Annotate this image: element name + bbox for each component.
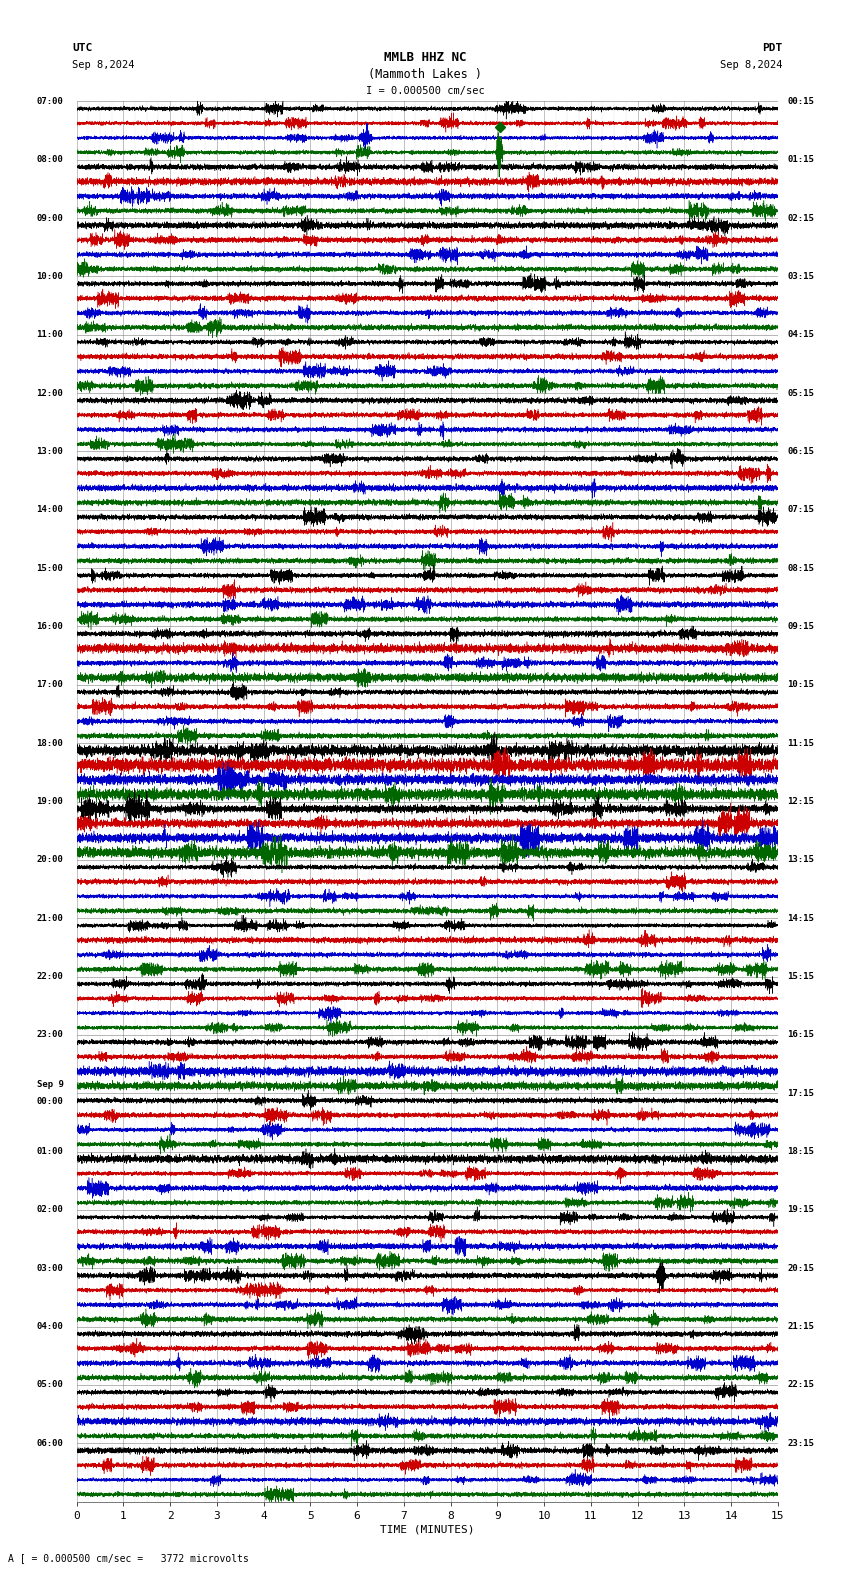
Text: 11:00: 11:00 <box>37 329 64 339</box>
Text: 17:15: 17:15 <box>787 1088 814 1098</box>
Text: I = 0.000500 cm/sec: I = 0.000500 cm/sec <box>366 86 484 95</box>
Text: 15:00: 15:00 <box>37 564 64 573</box>
Text: 16:15: 16:15 <box>787 1030 814 1039</box>
Text: 19:15: 19:15 <box>787 1205 814 1215</box>
Text: 22:00: 22:00 <box>37 973 64 980</box>
Text: 15:15: 15:15 <box>787 973 814 980</box>
Text: 06:00: 06:00 <box>37 1438 64 1448</box>
Text: MMLB HHZ NC: MMLB HHZ NC <box>383 51 467 63</box>
Text: 09:15: 09:15 <box>787 623 814 630</box>
Text: 02:15: 02:15 <box>787 214 814 223</box>
Text: 20:15: 20:15 <box>787 1264 814 1274</box>
Text: A [ = 0.000500 cm/sec =   3772 microvolts: A [ = 0.000500 cm/sec = 3772 microvolts <box>8 1554 249 1563</box>
Text: 03:00: 03:00 <box>37 1264 64 1274</box>
Text: 00:15: 00:15 <box>787 97 814 106</box>
Text: PDT: PDT <box>762 43 782 52</box>
Text: 13:00: 13:00 <box>37 447 64 456</box>
Text: 11:15: 11:15 <box>787 738 814 748</box>
Text: 21:15: 21:15 <box>787 1323 814 1331</box>
Text: 20:00: 20:00 <box>37 855 64 865</box>
Text: 23:00: 23:00 <box>37 1030 64 1039</box>
Text: 09:00: 09:00 <box>37 214 64 223</box>
Text: 23:15: 23:15 <box>787 1438 814 1448</box>
Text: 08:00: 08:00 <box>37 155 64 165</box>
Text: Sep 8,2024: Sep 8,2024 <box>719 60 782 70</box>
Text: 04:00: 04:00 <box>37 1323 64 1331</box>
Text: 05:00: 05:00 <box>37 1380 64 1389</box>
Text: 04:15: 04:15 <box>787 329 814 339</box>
Text: 12:00: 12:00 <box>37 388 64 398</box>
Text: 01:15: 01:15 <box>787 155 814 165</box>
Text: Sep 9: Sep 9 <box>37 1080 64 1088</box>
Text: 10:15: 10:15 <box>787 680 814 689</box>
Text: 13:15: 13:15 <box>787 855 814 865</box>
Text: (Mammoth Lakes ): (Mammoth Lakes ) <box>368 68 482 81</box>
Text: 07:00: 07:00 <box>37 97 64 106</box>
Text: 00:00: 00:00 <box>37 1098 64 1107</box>
Text: 03:15: 03:15 <box>787 272 814 280</box>
Text: 08:15: 08:15 <box>787 564 814 573</box>
Text: 07:15: 07:15 <box>787 505 814 515</box>
Text: 14:15: 14:15 <box>787 914 814 923</box>
Text: 01:00: 01:00 <box>37 1147 64 1156</box>
Text: 18:00: 18:00 <box>37 738 64 748</box>
Text: 12:15: 12:15 <box>787 797 814 806</box>
Text: Sep 8,2024: Sep 8,2024 <box>72 60 135 70</box>
Text: 17:00: 17:00 <box>37 680 64 689</box>
Text: 05:15: 05:15 <box>787 388 814 398</box>
Text: 18:15: 18:15 <box>787 1147 814 1156</box>
X-axis label: TIME (MINUTES): TIME (MINUTES) <box>380 1525 474 1535</box>
Text: 19:00: 19:00 <box>37 797 64 806</box>
Text: 21:00: 21:00 <box>37 914 64 923</box>
Text: 22:15: 22:15 <box>787 1380 814 1389</box>
Text: 14:00: 14:00 <box>37 505 64 515</box>
Text: UTC: UTC <box>72 43 93 52</box>
Text: 16:00: 16:00 <box>37 623 64 630</box>
Text: 02:00: 02:00 <box>37 1205 64 1215</box>
Text: 10:00: 10:00 <box>37 272 64 280</box>
Text: 06:15: 06:15 <box>787 447 814 456</box>
